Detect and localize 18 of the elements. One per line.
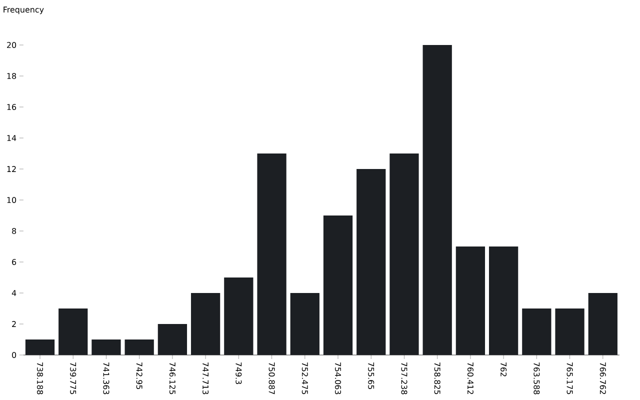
bar xyxy=(456,246,486,355)
bar xyxy=(190,293,220,355)
bar xyxy=(224,278,254,355)
bar xyxy=(257,154,286,355)
bar xyxy=(323,216,353,355)
bar xyxy=(58,308,88,355)
bar xyxy=(158,324,188,355)
bar xyxy=(92,340,121,355)
bar xyxy=(390,154,419,355)
bar xyxy=(555,308,584,355)
bar xyxy=(290,293,320,355)
bar xyxy=(356,169,386,355)
bar xyxy=(488,246,518,355)
bar xyxy=(588,293,618,355)
bar xyxy=(522,308,552,355)
bar xyxy=(124,340,154,355)
bar xyxy=(422,45,452,355)
bar xyxy=(25,340,55,355)
